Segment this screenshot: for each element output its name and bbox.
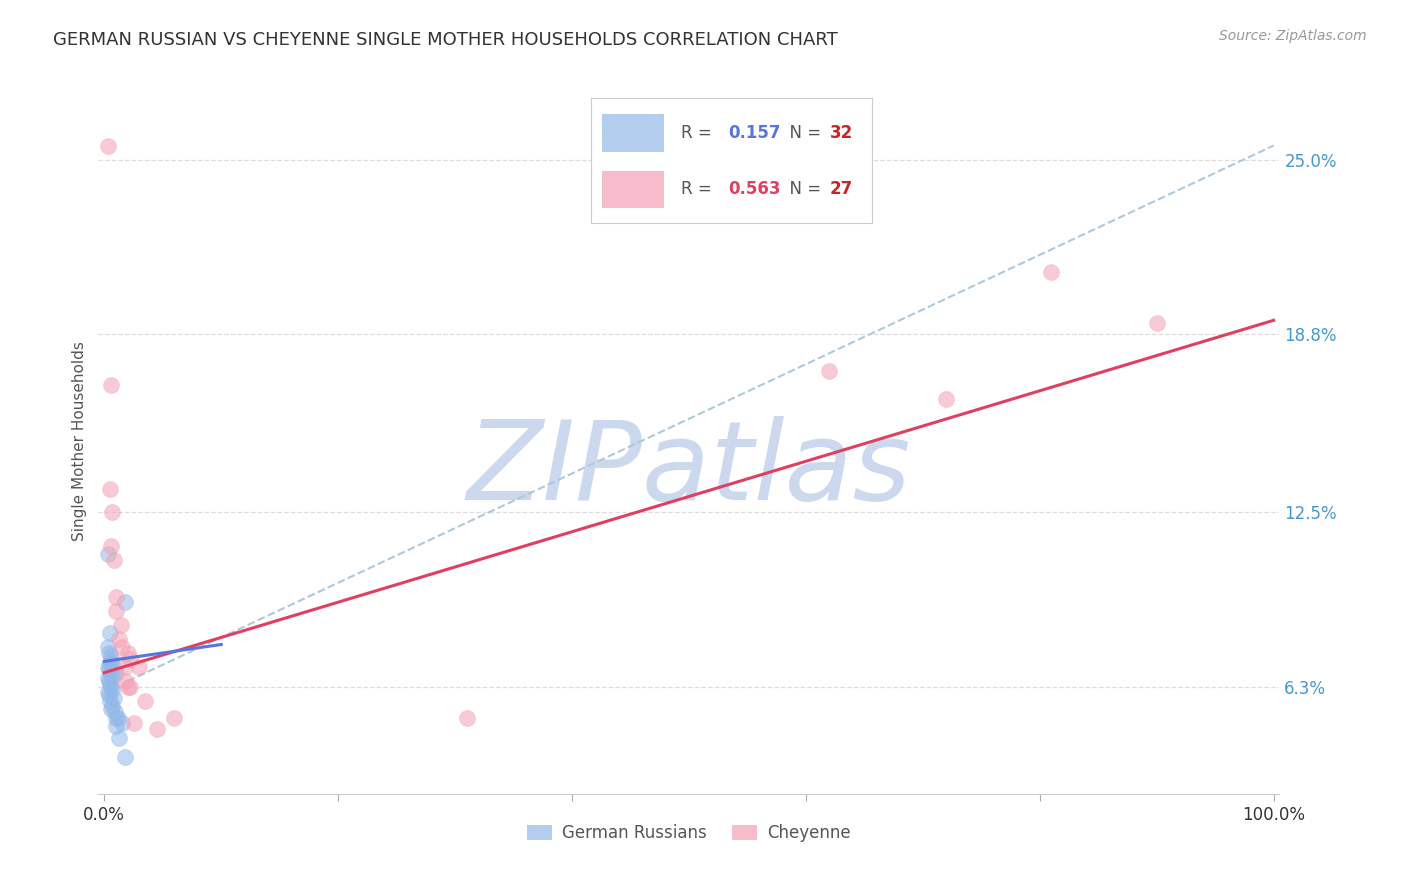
Point [103,691,125,706]
Point [100,539,122,553]
Point [97,663,120,677]
Point [100,654,122,668]
Point [101,657,124,672]
Point [104,665,127,680]
Point [97,685,120,699]
Point [98,677,121,691]
Text: R =: R = [681,124,717,142]
Point [163,711,186,725]
Point [818,364,841,378]
Point [100,648,122,663]
Point [101,505,124,519]
Point [104,590,127,604]
Point [122,716,145,731]
Point [104,711,127,725]
Point [97,138,120,153]
Point [117,680,139,694]
Point [1146,316,1168,330]
Point [104,705,127,719]
Point [1040,265,1063,279]
Point [114,660,136,674]
Point [456,711,478,725]
Point [97,671,120,685]
Point [98,626,121,640]
Point [117,646,139,660]
Text: N =: N = [779,124,827,142]
Point [114,674,136,689]
Text: N =: N = [779,180,827,198]
Point [111,640,134,655]
Point [100,668,122,682]
Point [935,392,957,407]
Point [108,632,131,646]
Text: 32: 32 [830,124,853,142]
Point [98,483,121,497]
Point [114,595,136,609]
Point [114,750,136,764]
Point [104,719,127,733]
Point [101,682,124,697]
Y-axis label: Single Mother Households: Single Mother Households [72,342,87,541]
Point [111,716,134,731]
Point [100,378,122,392]
Point [101,699,124,714]
Text: ZIPatlas: ZIPatlas [467,417,911,524]
Point [98,657,121,672]
Point [110,617,132,632]
Point [134,694,156,708]
Point [146,722,169,736]
Bar [602,114,664,152]
Point [97,547,120,561]
Point [103,553,125,567]
Point [97,646,120,660]
Point [118,651,141,665]
Text: GERMAN RUSSIAN VS CHEYENNE SINGLE MOTHER HOUSEHOLDS CORRELATION CHART: GERMAN RUSSIAN VS CHEYENNE SINGLE MOTHER… [53,31,838,49]
Point [128,660,150,674]
Point [97,660,120,674]
Point [98,694,121,708]
Point [104,604,127,618]
Point [108,731,131,745]
Text: R =: R = [681,180,717,198]
Point [100,702,122,716]
Point [100,680,122,694]
Point [97,688,120,702]
Point [118,680,141,694]
Point [97,674,120,689]
Point [97,640,120,655]
Bar [602,170,664,208]
Legend: German Russians, Cheyenne: German Russians, Cheyenne [520,818,858,849]
Text: 0.157: 0.157 [728,124,780,142]
Text: Source: ZipAtlas.com: Source: ZipAtlas.com [1219,29,1367,43]
Text: 27: 27 [830,180,853,198]
Point [107,711,129,725]
Text: 0.563: 0.563 [728,180,780,198]
Point [103,668,125,682]
